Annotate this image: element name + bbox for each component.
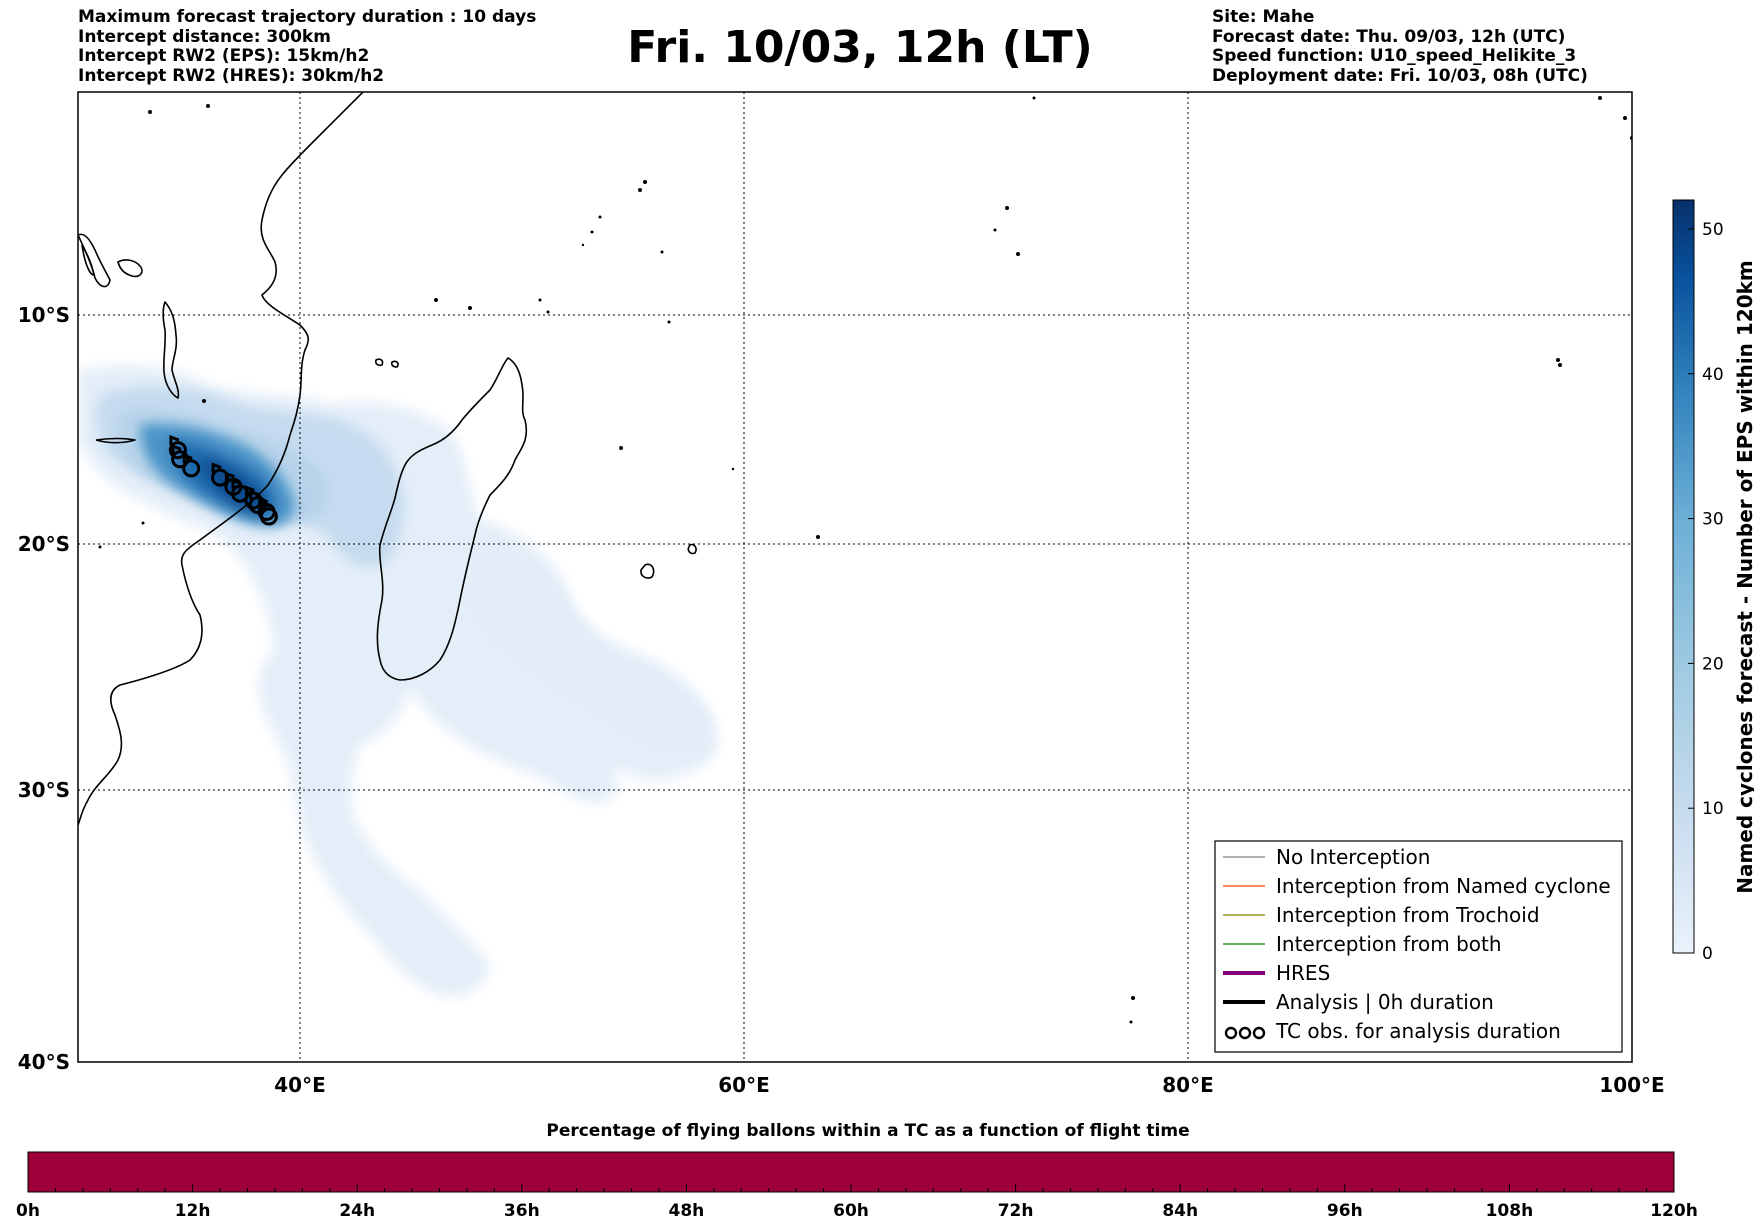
comoros-2 — [390, 360, 399, 368]
colorbar-tick-label: 0 — [1702, 944, 1713, 964]
legend: No Interception Interception from Named c… — [1214, 840, 1623, 1053]
latitude-labels: 10°S 20°S 30°S 40°S — [18, 303, 70, 1074]
lat-label: 40°S — [18, 1050, 70, 1074]
header-left-line: Intercept RW2 (EPS): 15km/h2 — [78, 46, 370, 66]
legend-label: Interception from Named cyclone — [1276, 874, 1611, 898]
flight-time-label: 84h — [1162, 1201, 1198, 1221]
legend-entry: Interception from Named cyclone — [1223, 874, 1611, 898]
lake-tanganyika — [81, 244, 95, 276]
eps-density-east-branch — [463, 540, 713, 754]
flight-time-label: 72h — [998, 1201, 1034, 1221]
map-gridlines — [78, 92, 1632, 1062]
header-right-info: Site: Mahe Forecast date: Thu. 09/03, 12… — [1212, 7, 1588, 86]
flight-time-label: 120h — [1650, 1201, 1698, 1221]
legend-entries: No Interception Interception from Named c… — [1223, 845, 1611, 1043]
reunion — [687, 543, 697, 555]
eps-density-light — [78, 365, 719, 996]
coastlines — [78, 92, 697, 826]
tc-obs-symbol — [182, 453, 201, 478]
flight-time-bar: Percentage of flying ballons within a TC… — [16, 1121, 1698, 1221]
colorbar-tick-label: 30 — [1702, 510, 1724, 530]
colorbar-ticks: 0 10 20 30 40 50 — [1688, 220, 1724, 964]
colorbar-label: Named cyclones forecast - Number of EPS … — [1733, 260, 1754, 894]
header-right-line: Speed function: U10_speed_Helikite_3 — [1212, 46, 1577, 66]
header-left-line: Maximum forecast trajectory duration : 1… — [78, 7, 537, 27]
flight-time-label: 36h — [504, 1201, 540, 1221]
mauritius — [640, 563, 655, 579]
africa-east-coast — [78, 92, 364, 826]
flight-time-label: 24h — [339, 1201, 375, 1221]
colorbar-tick-label: 10 — [1702, 799, 1724, 819]
legend-entry: HRES — [1223, 961, 1330, 985]
flight-time-label: 12h — [175, 1201, 211, 1221]
lon-label: 80°E — [1162, 1073, 1214, 1097]
legend-entry: Analysis | 0h duration — [1223, 990, 1494, 1014]
flight-time-label: 60h — [833, 1201, 869, 1221]
colorbar-tick-label: 40 — [1702, 365, 1724, 385]
tc-obs-symbol — [168, 434, 187, 460]
tc-obs-symbol — [259, 501, 278, 526]
lake-kariba — [95, 437, 136, 444]
lon-label: 60°E — [718, 1073, 770, 1097]
lake-victoria — [117, 259, 143, 278]
colorbar-gradient-bar — [1672, 199, 1695, 954]
legend-box — [1214, 840, 1623, 1053]
legend-label: Analysis | 0h duration — [1276, 990, 1494, 1014]
header-right-line: Site: Mahe — [1212, 7, 1315, 27]
legend-entry: TC obs. for analysis duration — [1224, 1019, 1561, 1043]
lake-malawi — [162, 301, 180, 399]
madagascar — [376, 357, 528, 681]
tc-symbol-icon — [1238, 1026, 1252, 1040]
flight-time-ticks: 0h 12h 24h 36h 48h 60h 72h 84h 96h 108h 120h — [16, 1184, 1698, 1221]
lat-label: 30°S — [18, 778, 70, 802]
legend-label: HRES — [1276, 961, 1330, 985]
colorbar-tick-label: 20 — [1702, 654, 1724, 674]
small-islands — [98, 96, 1632, 1024]
legend-label: No Interception — [1276, 845, 1430, 869]
lat-label: 20°S — [18, 532, 70, 556]
header-left-info: Maximum forecast trajectory duration : 1… — [78, 7, 537, 86]
legend-label: Interception from Trochoid — [1276, 903, 1540, 927]
tc-obs-symbol — [171, 444, 190, 469]
header-left-line: Intercept distance: 300km — [78, 26, 331, 47]
flight-time-label: 48h — [669, 1201, 705, 1221]
tc-symbol-icon — [1224, 1026, 1238, 1040]
lon-label: 40°E — [274, 1073, 326, 1097]
flight-time-label: 96h — [1327, 1201, 1363, 1221]
map-frame — [77, 91, 1633, 1063]
colorbar-tick-label: 50 — [1702, 220, 1724, 240]
tc-symbol-icon — [1252, 1026, 1266, 1040]
flight-time-label: 0h — [16, 1201, 40, 1221]
lat-label: 10°S — [18, 303, 70, 327]
colorbar: 0 10 20 30 40 50 Named cyclones forecast - Nu… — [1672, 199, 1754, 964]
legend-entry: Interception from Trochoid — [1223, 903, 1540, 927]
header-right-line: Deployment date: Fri. 10/03, 08h (UTC) — [1212, 65, 1588, 86]
header-right-line: Forecast date: Thu. 09/03, 12h (UTC) — [1212, 26, 1566, 47]
flight-time-bar-title: Percentage of flying ballons within a TC… — [546, 1121, 1189, 1141]
comoros — [375, 358, 384, 367]
legend-label: Interception from both — [1276, 932, 1502, 956]
main-title: Fri. 10/03, 12h (LT) — [627, 22, 1093, 73]
legend-entry: Interception from both — [1223, 932, 1502, 956]
tc-observations — [168, 434, 278, 526]
longitude-labels: 40°E 60°E 80°E 100°E — [274, 1073, 1664, 1097]
lon-label: 100°E — [1599, 1073, 1664, 1097]
legend-entry: No Interception — [1223, 845, 1430, 869]
flight-time-label: 108h — [1486, 1201, 1534, 1221]
legend-label: TC obs. for analysis duration — [1275, 1019, 1561, 1043]
header-left-line: Intercept RW2 (HRES): 30km/h2 — [78, 65, 385, 86]
